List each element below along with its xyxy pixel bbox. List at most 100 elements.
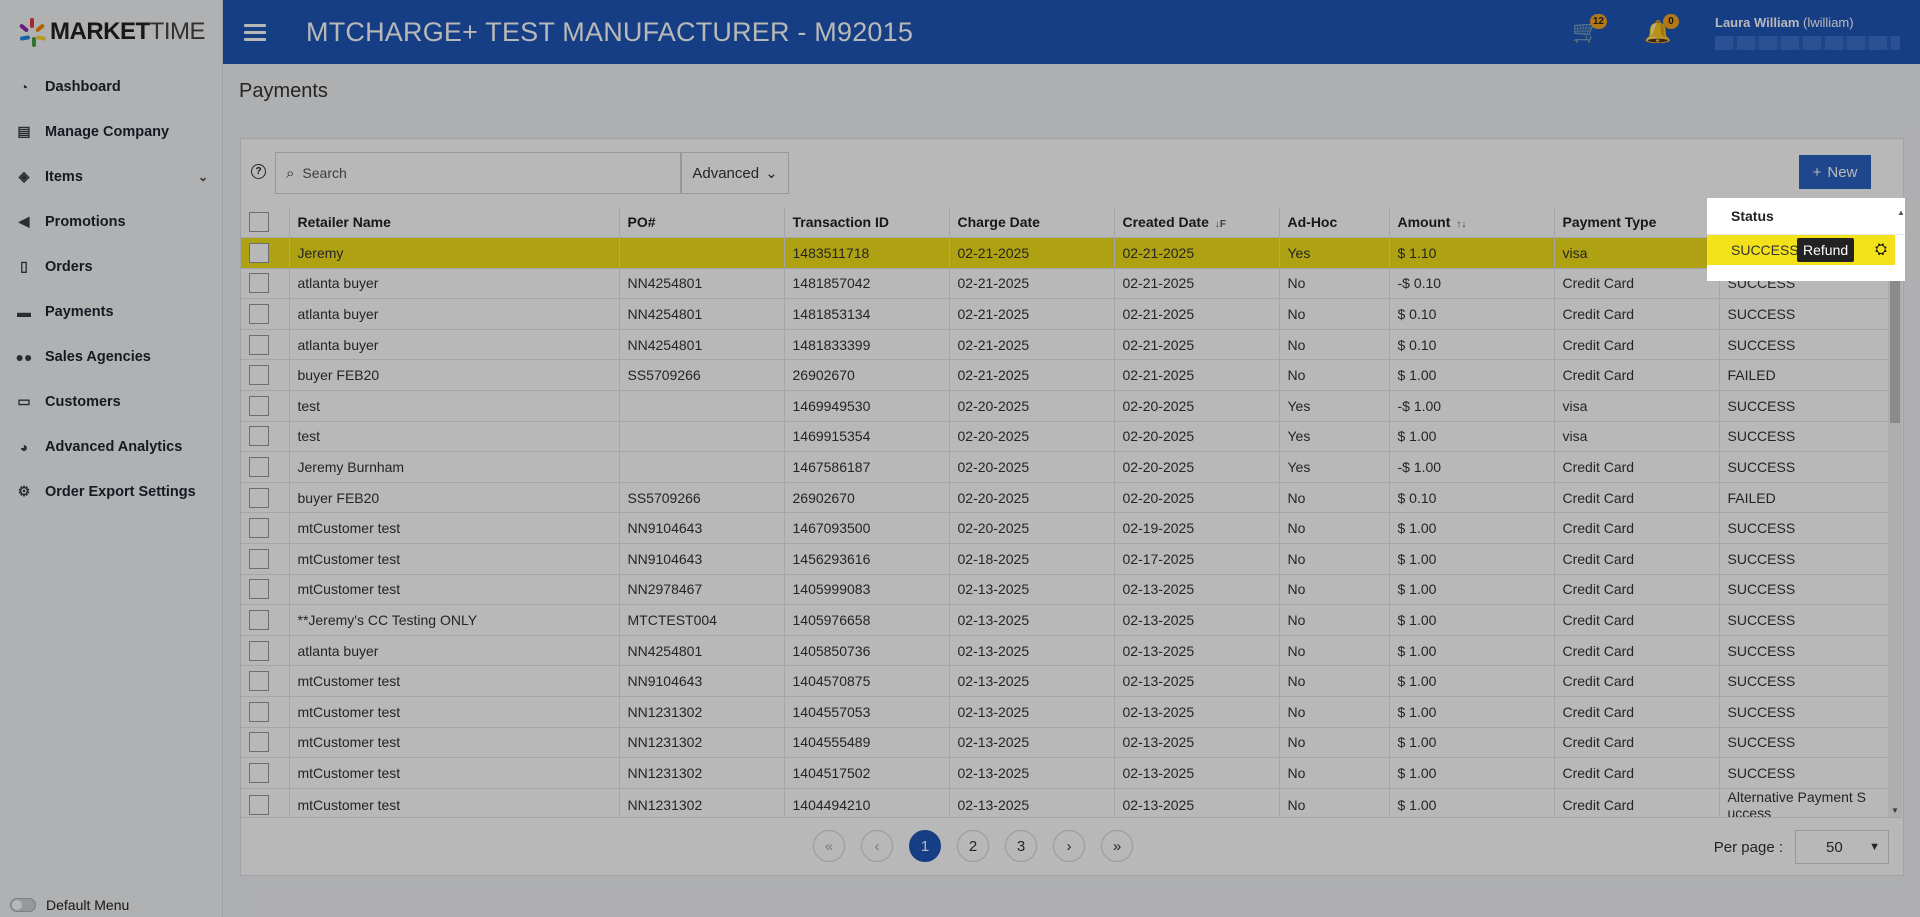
col-retailer-name[interactable]: Retailer Name: [289, 207, 620, 239]
sidebar-item-promotions[interactable]: ◀ Promotions: [0, 199, 222, 244]
row-checkbox[interactable]: [249, 426, 269, 447]
col-charge-date[interactable]: Charge Date: [949, 207, 1115, 239]
bell-icon[interactable]: 🔔 0: [1643, 14, 1679, 47]
row-checkbox[interactable]: [249, 579, 269, 600]
col-amount[interactable]: Amount ↑↓: [1389, 207, 1555, 239]
row-checkbox[interactable]: [249, 365, 269, 386]
default-menu-toggle[interactable]: [10, 898, 36, 912]
search-icon: ⌕: [286, 164, 295, 182]
document-icon: ▯: [20, 258, 28, 274]
col-payment-type[interactable]: Payment Type: [1554, 207, 1720, 239]
sidebar-item-dashboard[interactable]: ◔ Dashboard: [0, 64, 222, 109]
help-icon[interactable]: ?: [251, 164, 266, 179]
table-row[interactable]: atlanta buyer NN4254801 1481853134 02-21-20…: [241, 298, 1889, 330]
po-cell: NN1231302: [619, 727, 785, 759]
ad-hoc-cell: Yes: [1279, 237, 1390, 269]
row-checkbox[interactable]: [249, 518, 269, 539]
page-2-button[interactable]: 2: [957, 830, 989, 862]
sidebar-item-customers[interactable]: ▭ Customers: [0, 379, 222, 424]
table-row[interactable]: test 1469915354 02-20-2025 02-20-2025 Yes $ 1…: [241, 421, 1889, 453]
sidebar-item-orders[interactable]: ▯ Orders: [0, 244, 222, 289]
transaction-id-cell: 1404555489: [784, 727, 950, 759]
advanced-filter-button[interactable]: Advanced ⌄: [681, 152, 789, 194]
scroll-thumb[interactable]: [1890, 273, 1900, 423]
transaction-id-cell: 1467093500: [784, 512, 950, 545]
sidebar-item-advanced-analytics[interactable]: ◕ Advanced Analytics: [0, 424, 222, 469]
table-row[interactable]: test 1469949530 02-20-2025 02-20-2025 Yes -$ …: [241, 390, 1889, 422]
table-row[interactable]: buyer FEB20 SS5709266 26902670 02-21-2025 02…: [241, 359, 1889, 392]
row-checkbox[interactable]: [249, 762, 269, 783]
sort-icon[interactable]: ↑↓: [1456, 219, 1467, 231]
table-row[interactable]: atlanta buyer NN4254801 1481833399 02-21-20…: [241, 329, 1889, 361]
row-checkbox[interactable]: [249, 242, 269, 263]
table-row[interactable]: mtCustomer test NN9104643 1456293616 02-18-…: [241, 543, 1889, 575]
table-row[interactable]: mtCustomer test NN1231302 1404517502 02-13-…: [241, 757, 1889, 789]
col-transaction-id[interactable]: Transaction ID: [784, 207, 950, 239]
payment-type-cell: Credit Card: [1554, 574, 1720, 606]
row-checkbox[interactable]: [249, 548, 269, 569]
table-row[interactable]: mtCustomer test NN1231302 1404494210 02-13-…: [241, 788, 1889, 817]
sidebar-item-manage-company[interactable]: ▤ Manage Company: [0, 109, 222, 154]
page-3-button[interactable]: 3: [1005, 830, 1037, 862]
table-scrollbar[interactable]: ▲ ▼: [1888, 207, 1902, 817]
row-checkbox[interactable]: [249, 794, 269, 815]
table-row[interactable]: Jeremy Burnham 1467586187 02-20-2025 02-20-…: [241, 451, 1889, 483]
select-all-checkbox[interactable]: [249, 212, 269, 233]
row-checkbox[interactable]: [249, 304, 269, 325]
col-created-date[interactable]: Created Date ↓F: [1114, 207, 1280, 239]
first-page-button[interactable]: «: [813, 830, 845, 862]
row-checkbox[interactable]: [249, 640, 269, 661]
new-payment-button[interactable]: + New: [1799, 155, 1871, 189]
refund-icon[interactable]: ⛭: [1874, 241, 1887, 258]
sidebar-item-items[interactable]: ◈ Items ⌄: [0, 154, 222, 199]
table-row[interactable]: buyer FEB20 SS5709266 26902670 02-20-2025 02…: [241, 482, 1889, 514]
row-checkbox[interactable]: [249, 610, 269, 631]
row-checkbox[interactable]: [249, 334, 269, 355]
table-row[interactable]: mtCustomer test NN9104643 1467093500 02-20-…: [241, 512, 1889, 545]
table-row[interactable]: **Jeremy's CC Testing ONLY MTCTEST004 1405…: [241, 604, 1889, 636]
scroll-down-icon[interactable]: ▼: [1891, 806, 1899, 815]
sidebar-item-order-export-settings[interactable]: ⚙ Order Export Settings: [0, 469, 222, 514]
scroll-up-icon[interactable]: ▲: [1897, 208, 1905, 217]
row-checkbox[interactable]: [249, 487, 269, 508]
col-ad-hoc[interactable]: Ad-Hoc: [1279, 207, 1390, 239]
amount-cell: $ 0.10: [1389, 329, 1555, 361]
table-row[interactable]: mtCustomer test NN1231302 1404557053 02-13-…: [241, 696, 1889, 728]
row-checkbox[interactable]: [249, 395, 269, 416]
table-row[interactable]: atlanta buyer NN4254801 1405850736 02-13-20…: [241, 635, 1889, 667]
marketime-logo[interactable]: MARKETTIME: [0, 0, 222, 64]
table-row[interactable]: Jeremy 1483511718 02-21-2025 02-21-2025 Yes $…: [241, 237, 1889, 269]
user-menu[interactable]: Laura William (lwilliam): [1715, 15, 1900, 50]
gears-icon: ⚙: [17, 483, 31, 499]
row-checkbox[interactable]: [249, 457, 269, 478]
search-input[interactable]: [302, 165, 643, 181]
retailer-name-cell: mtCustomer test: [289, 757, 620, 789]
row-checkbox[interactable]: [249, 671, 269, 692]
next-page-button[interactable]: ›: [1053, 830, 1085, 862]
row-select-cell: [241, 727, 290, 759]
hamburger-menu-icon[interactable]: [244, 23, 266, 41]
row-checkbox[interactable]: [249, 701, 269, 722]
per-page-select[interactable]: 50 ▼: [1795, 830, 1889, 864]
last-page-button[interactable]: »: [1101, 830, 1133, 862]
sidebar-item-sales-agencies[interactable]: ●● Sales Agencies: [0, 334, 222, 379]
chevron-down-icon[interactable]: ⌄: [197, 169, 208, 184]
table-row[interactable]: mtCustomer test NN9104643 1404570875 02-13-…: [241, 665, 1889, 697]
retailer-name-cell: mtCustomer test: [289, 727, 620, 759]
page-1-button[interactable]: 1: [909, 830, 941, 862]
row-checkbox[interactable]: [249, 732, 269, 753]
row-checkbox[interactable]: [249, 273, 269, 294]
payment-type-cell: Credit Card: [1554, 482, 1720, 514]
transaction-id-cell: 1404570875: [784, 665, 950, 697]
table-row[interactable]: mtCustomer test NN1231302 1404555489 02-13-…: [241, 727, 1889, 759]
megaphone-icon: ◀: [18, 213, 30, 229]
col-po[interactable]: PO#: [619, 207, 785, 239]
sidebar-item-payments[interactable]: ▬ Payments: [0, 289, 222, 334]
cart-icon[interactable]: 🛒 12: [1571, 14, 1607, 47]
sort-desc-icon[interactable]: ↓F: [1214, 219, 1226, 231]
amount-cell: $ 1.00: [1389, 512, 1555, 545]
table-row[interactable]: atlanta buyer NN4254801 1481857042 02-21-20…: [241, 268, 1889, 300]
prev-page-button[interactable]: ‹: [861, 830, 893, 862]
table-row[interactable]: mtCustomer test NN2978467 1405999083 02-13-…: [241, 574, 1889, 606]
search-box[interactable]: ⌕: [275, 152, 681, 194]
